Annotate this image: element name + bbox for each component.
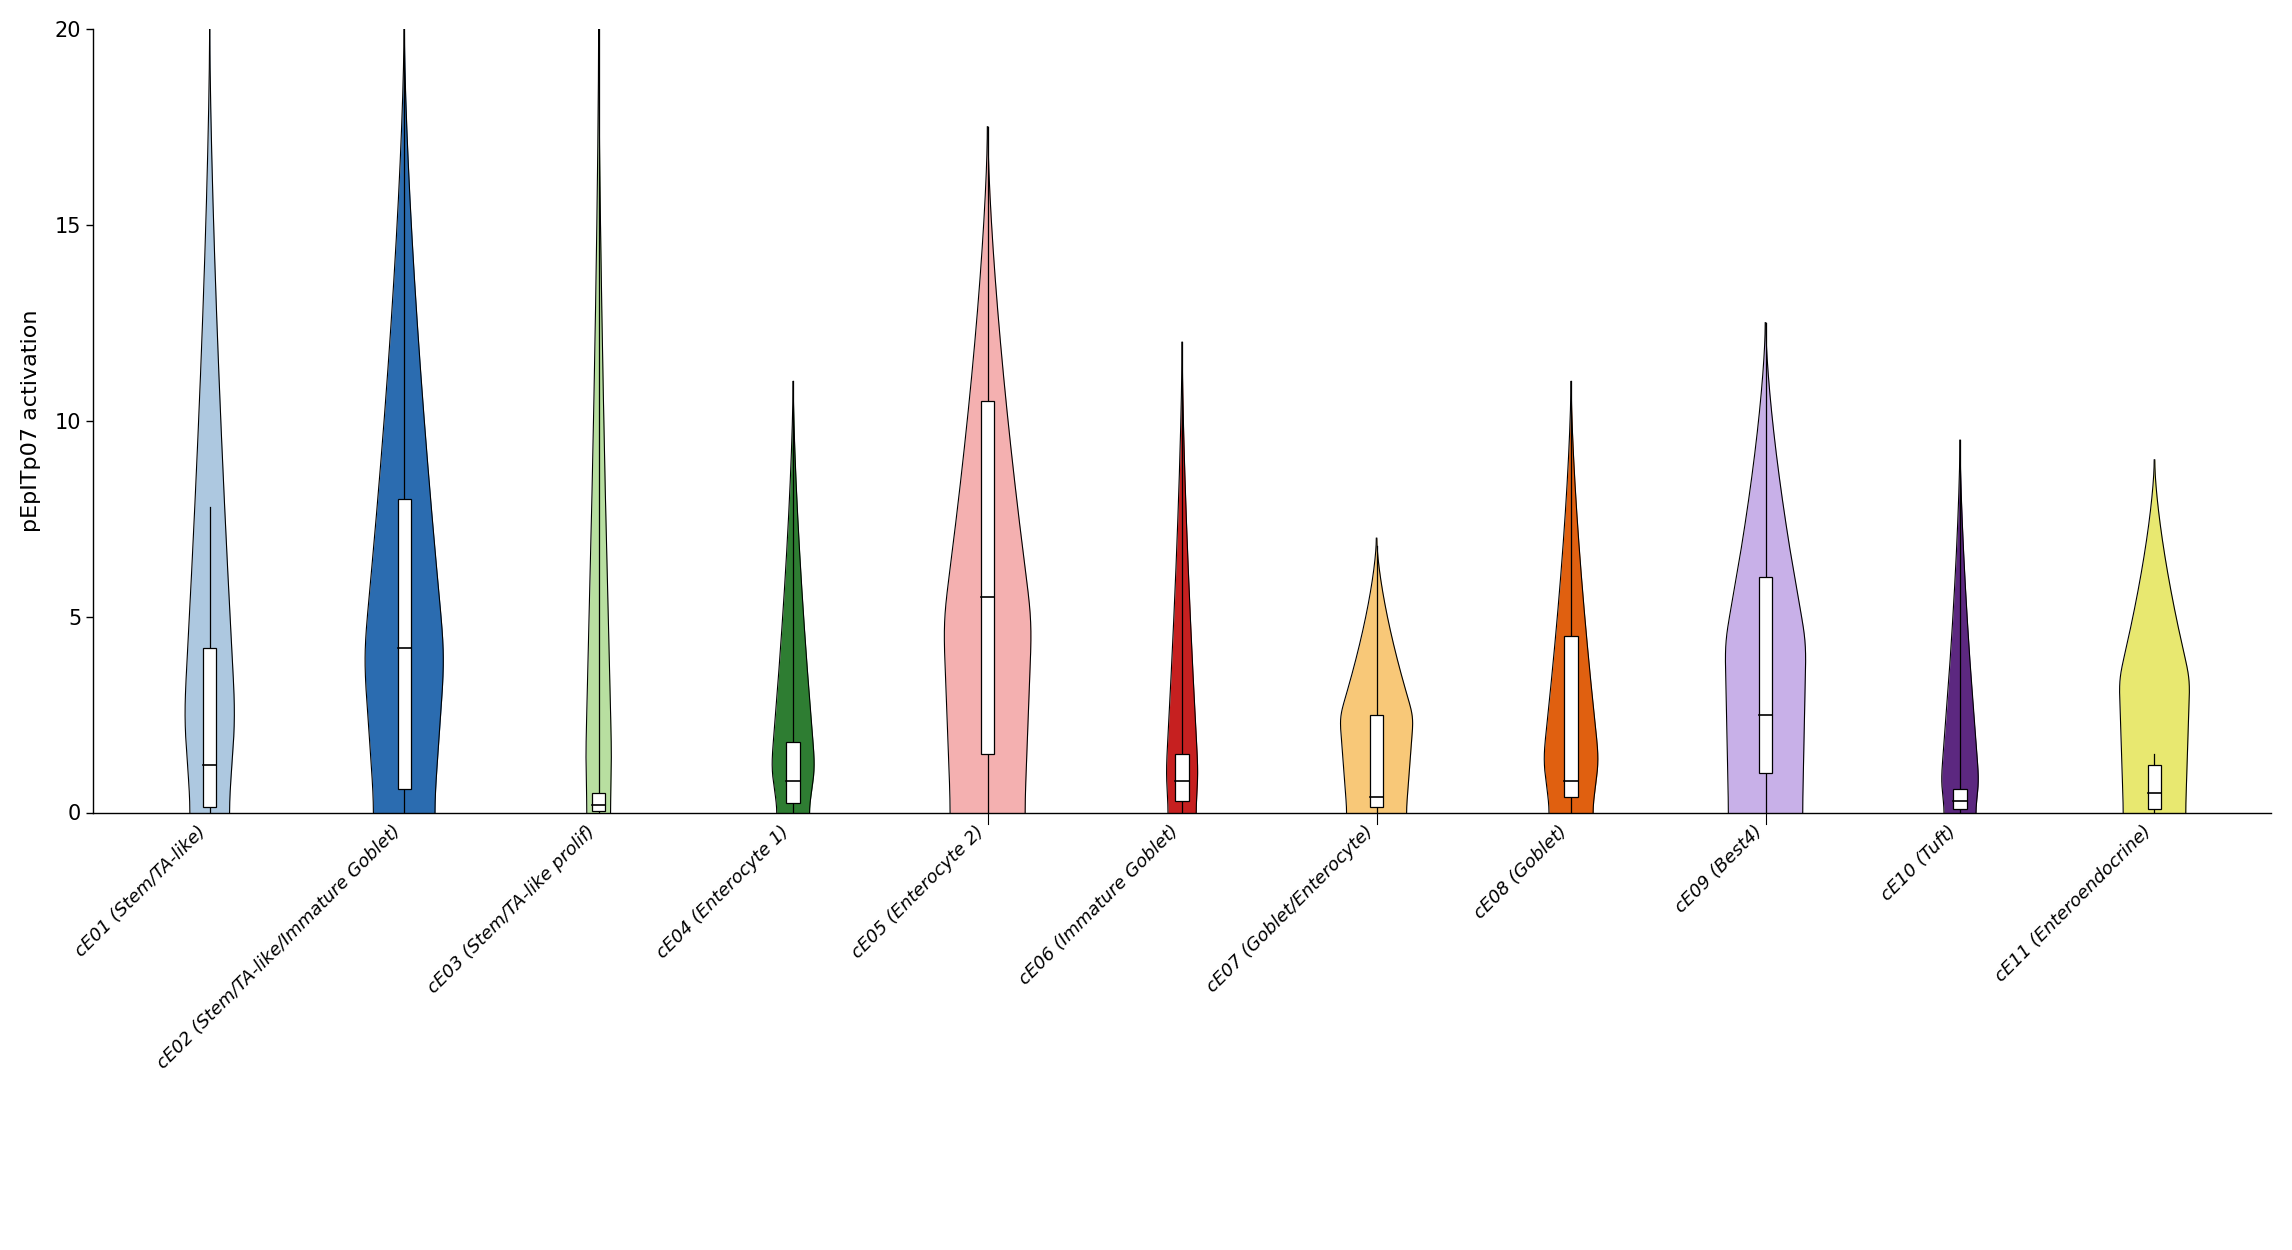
Bar (786, 742, 800, 802)
Bar (2148, 765, 2161, 809)
Bar (1565, 636, 1577, 796)
Bar (204, 648, 215, 806)
Bar (1371, 715, 1384, 806)
Bar (1953, 789, 1967, 809)
Bar (397, 499, 410, 789)
Y-axis label: pEpITp07 activation: pEpITp07 activation (21, 310, 41, 532)
Bar (1176, 754, 1190, 801)
Bar (591, 792, 605, 810)
Bar (981, 401, 995, 754)
Bar (1758, 578, 1772, 774)
